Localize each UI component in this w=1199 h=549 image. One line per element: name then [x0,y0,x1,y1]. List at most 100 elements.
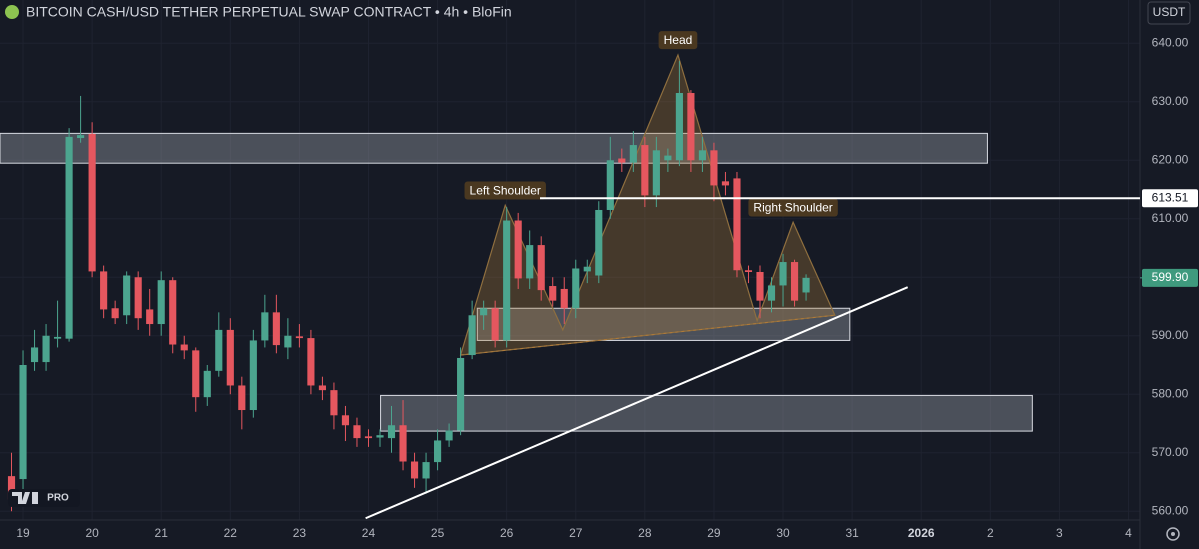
candle-body [238,385,246,411]
pattern-base [460,314,835,356]
y-tick-label: 570.00 [1152,445,1189,459]
candle-body [157,280,165,325]
candle-body [30,347,39,363]
pattern-label: Head [664,33,693,47]
x-tick-label: 21 [155,526,169,540]
candle-body [687,93,695,161]
candle-body [503,220,511,341]
x-tick-label: 29 [707,526,721,540]
candles [7,60,810,512]
candle-body [629,145,637,163]
x-tick-label: 23 [293,526,307,540]
x-tick-label: 4 [1125,526,1132,540]
x-tick-label: 28 [638,526,652,540]
price-tag-label: 613.51 [1152,190,1189,204]
tv-logo [8,489,80,507]
candle-body [491,308,499,341]
candle-body [664,155,672,161]
candle-body [480,308,488,316]
x-tick-label: 30 [776,526,790,540]
last-price-label: 599.90 [1152,270,1189,284]
x-tick-label: 3 [1056,526,1063,540]
currency-button[interactable] [1147,1,1191,25]
candle-body [779,262,787,286]
candle-body [249,340,257,411]
x-tick-label: 20 [85,526,99,540]
candle-body [272,312,280,346]
candle-body [77,135,85,139]
candle-body [767,285,776,301]
candle-body [595,209,603,276]
y-tick-label: 580.00 [1152,386,1189,400]
candle-body [146,309,154,325]
candle-body [434,440,442,463]
pattern-label-bg [658,31,698,50]
candle-body [376,435,384,438]
x-tick-label: 25 [431,526,445,540]
x-tick-label: 2 [987,526,994,540]
candle-body [457,357,465,431]
candle-body [215,329,223,371]
candle-body [307,338,315,386]
x-tick-label: 22 [224,526,238,540]
candle-body [295,336,303,339]
candle-body [353,425,361,439]
candle-body [7,476,16,500]
candle-body [549,286,557,301]
candle-body [192,350,200,398]
candle-body [19,364,27,480]
candle-body [341,415,350,426]
candle-body [537,245,545,291]
candle-body [802,277,810,293]
candle-body [203,370,211,398]
candle-body [88,133,96,272]
candle-body [468,315,476,356]
candle-body [100,271,108,310]
trendline [365,286,909,520]
settings-icon[interactable] [1166,527,1180,541]
candle-body [756,271,764,301]
candle-body [123,275,131,316]
candle-body [261,312,269,341]
candle-body [526,245,534,279]
pattern-label-bg [748,198,838,217]
candle-body [641,145,649,196]
chart-title: BITCOIN CASH/USD TETHER PERPETUAL SWAP C… [26,4,512,20]
candle-body [744,270,753,272]
candle-body [698,150,706,161]
candle-body [583,266,591,272]
candle-body [572,268,580,309]
x-tick-label: 26 [500,526,514,540]
candle-body [618,158,626,163]
x-tick-label: 24 [362,526,376,540]
x-tick-label: 27 [569,526,583,540]
y-tick-label: 640.00 [1152,35,1189,49]
candle-body [422,462,430,479]
candle-body [606,160,614,210]
candle-body [790,262,799,301]
y-tick-label: 590.00 [1152,328,1189,342]
pattern-label-bg [464,181,546,200]
x-tick-label: 31 [845,526,859,540]
candle-body [560,288,568,309]
candle-body [733,178,741,271]
candle-body [54,336,62,339]
candle-body [652,150,660,196]
pattern-label: Right Shoulder [753,200,832,214]
price-tag [1142,189,1198,208]
currency-label[interactable]: USDT [1153,5,1186,19]
zone [476,307,851,341]
zone [0,132,988,164]
y-tick-label: 620.00 [1152,152,1189,166]
candle-body [364,436,373,439]
y-tick-label: 560.00 [1152,503,1189,517]
zone [380,394,1033,432]
candle-body [111,308,119,319]
candle-body [721,181,730,186]
candle-body [410,461,419,479]
candle-body [42,335,50,363]
candle-body [710,150,718,186]
x-tick-label: 19 [16,526,30,540]
candle-body [330,390,338,416]
